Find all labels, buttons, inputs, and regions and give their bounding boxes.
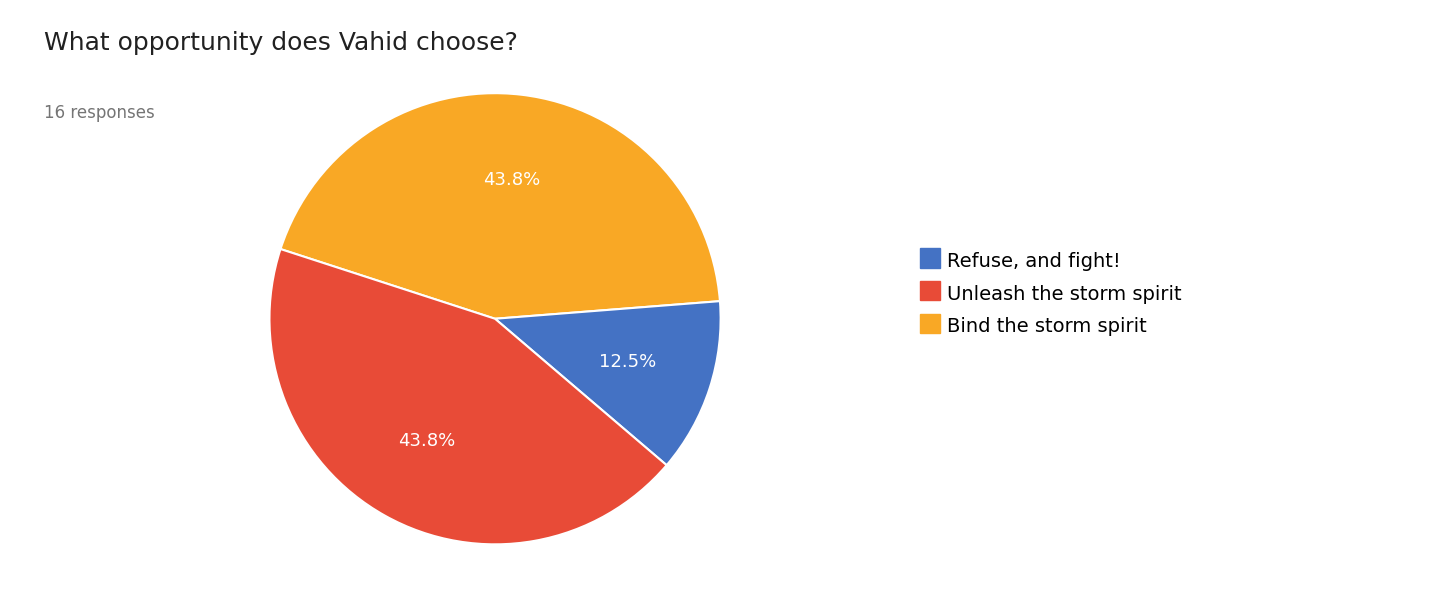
Legend: Refuse, and fight!, Unleash the storm spirit, Bind the storm spirit: Refuse, and fight!, Unleash the storm sp… bbox=[913, 245, 1190, 344]
Text: 16 responses: 16 responses bbox=[44, 104, 154, 122]
Text: 43.8%: 43.8% bbox=[483, 171, 540, 189]
Text: What opportunity does Vahid choose?: What opportunity does Vahid choose? bbox=[44, 31, 517, 55]
Text: 12.5%: 12.5% bbox=[600, 353, 657, 371]
Wedge shape bbox=[495, 301, 721, 465]
Wedge shape bbox=[281, 93, 719, 319]
Text: 43.8%: 43.8% bbox=[397, 432, 456, 450]
Wedge shape bbox=[269, 249, 667, 544]
